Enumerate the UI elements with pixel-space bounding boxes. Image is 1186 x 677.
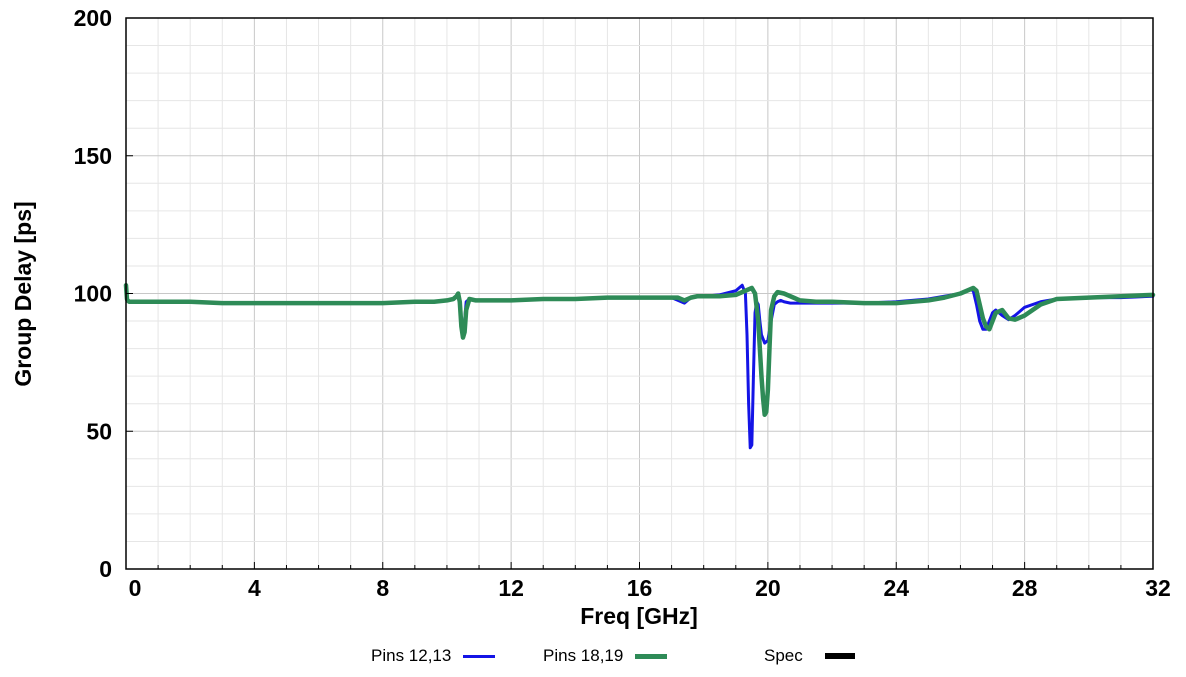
x-axis-title: Freq [GHz] (580, 603, 698, 629)
series-lines (123, 282, 1156, 450)
series-line-pins-18-19 (123, 282, 1156, 417)
y-tick-label: 150 (74, 143, 112, 169)
y-tick-label: 200 (74, 5, 112, 31)
chart-legend: Pins 12,13 Pins 18,19 Spec (0, 646, 1186, 674)
y-tick-label: 50 (86, 418, 112, 444)
legend-swatch-black (824, 653, 855, 659)
legend-swatch-blue (463, 654, 496, 658)
group-delay-chart: 0 4 8 12 16 20 24 28 32 0 50 100 150 200 Freq [GHz] G… (10, 5, 1171, 629)
legend-item-pins-18-19: Pins 18,19 (543, 646, 668, 666)
x-tick-label: 4 (248, 575, 261, 601)
x-tick-label: 12 (498, 575, 524, 601)
legend-label: Pins 18,19 (543, 646, 624, 665)
legend-item-pins-12-13: Pins 12,13 (371, 646, 496, 666)
x-tick-label: 20 (755, 575, 781, 601)
y-tick-label: 0 (99, 556, 112, 582)
legend-label: Spec (764, 646, 803, 665)
legend-swatch-green (635, 653, 668, 659)
y-axis-title: Group Delay [ps] (10, 201, 36, 386)
x-tick-label: 32 (1145, 575, 1171, 601)
y-tick-label: 100 (74, 281, 112, 307)
axis-ticks: 0 4 8 12 16 20 24 28 32 0 50 100 150 200 (74, 5, 1171, 601)
gridlines (125, 17, 1154, 570)
x-tick-label: 0 (129, 575, 142, 601)
x-tick-label: 28 (1012, 575, 1038, 601)
x-tick-label: 24 (883, 575, 909, 601)
legend-label: Pins 12,13 (371, 646, 452, 665)
x-tick-label: 8 (376, 575, 389, 601)
x-tick-label: 16 (627, 575, 653, 601)
legend-item-spec: Spec (764, 646, 855, 666)
